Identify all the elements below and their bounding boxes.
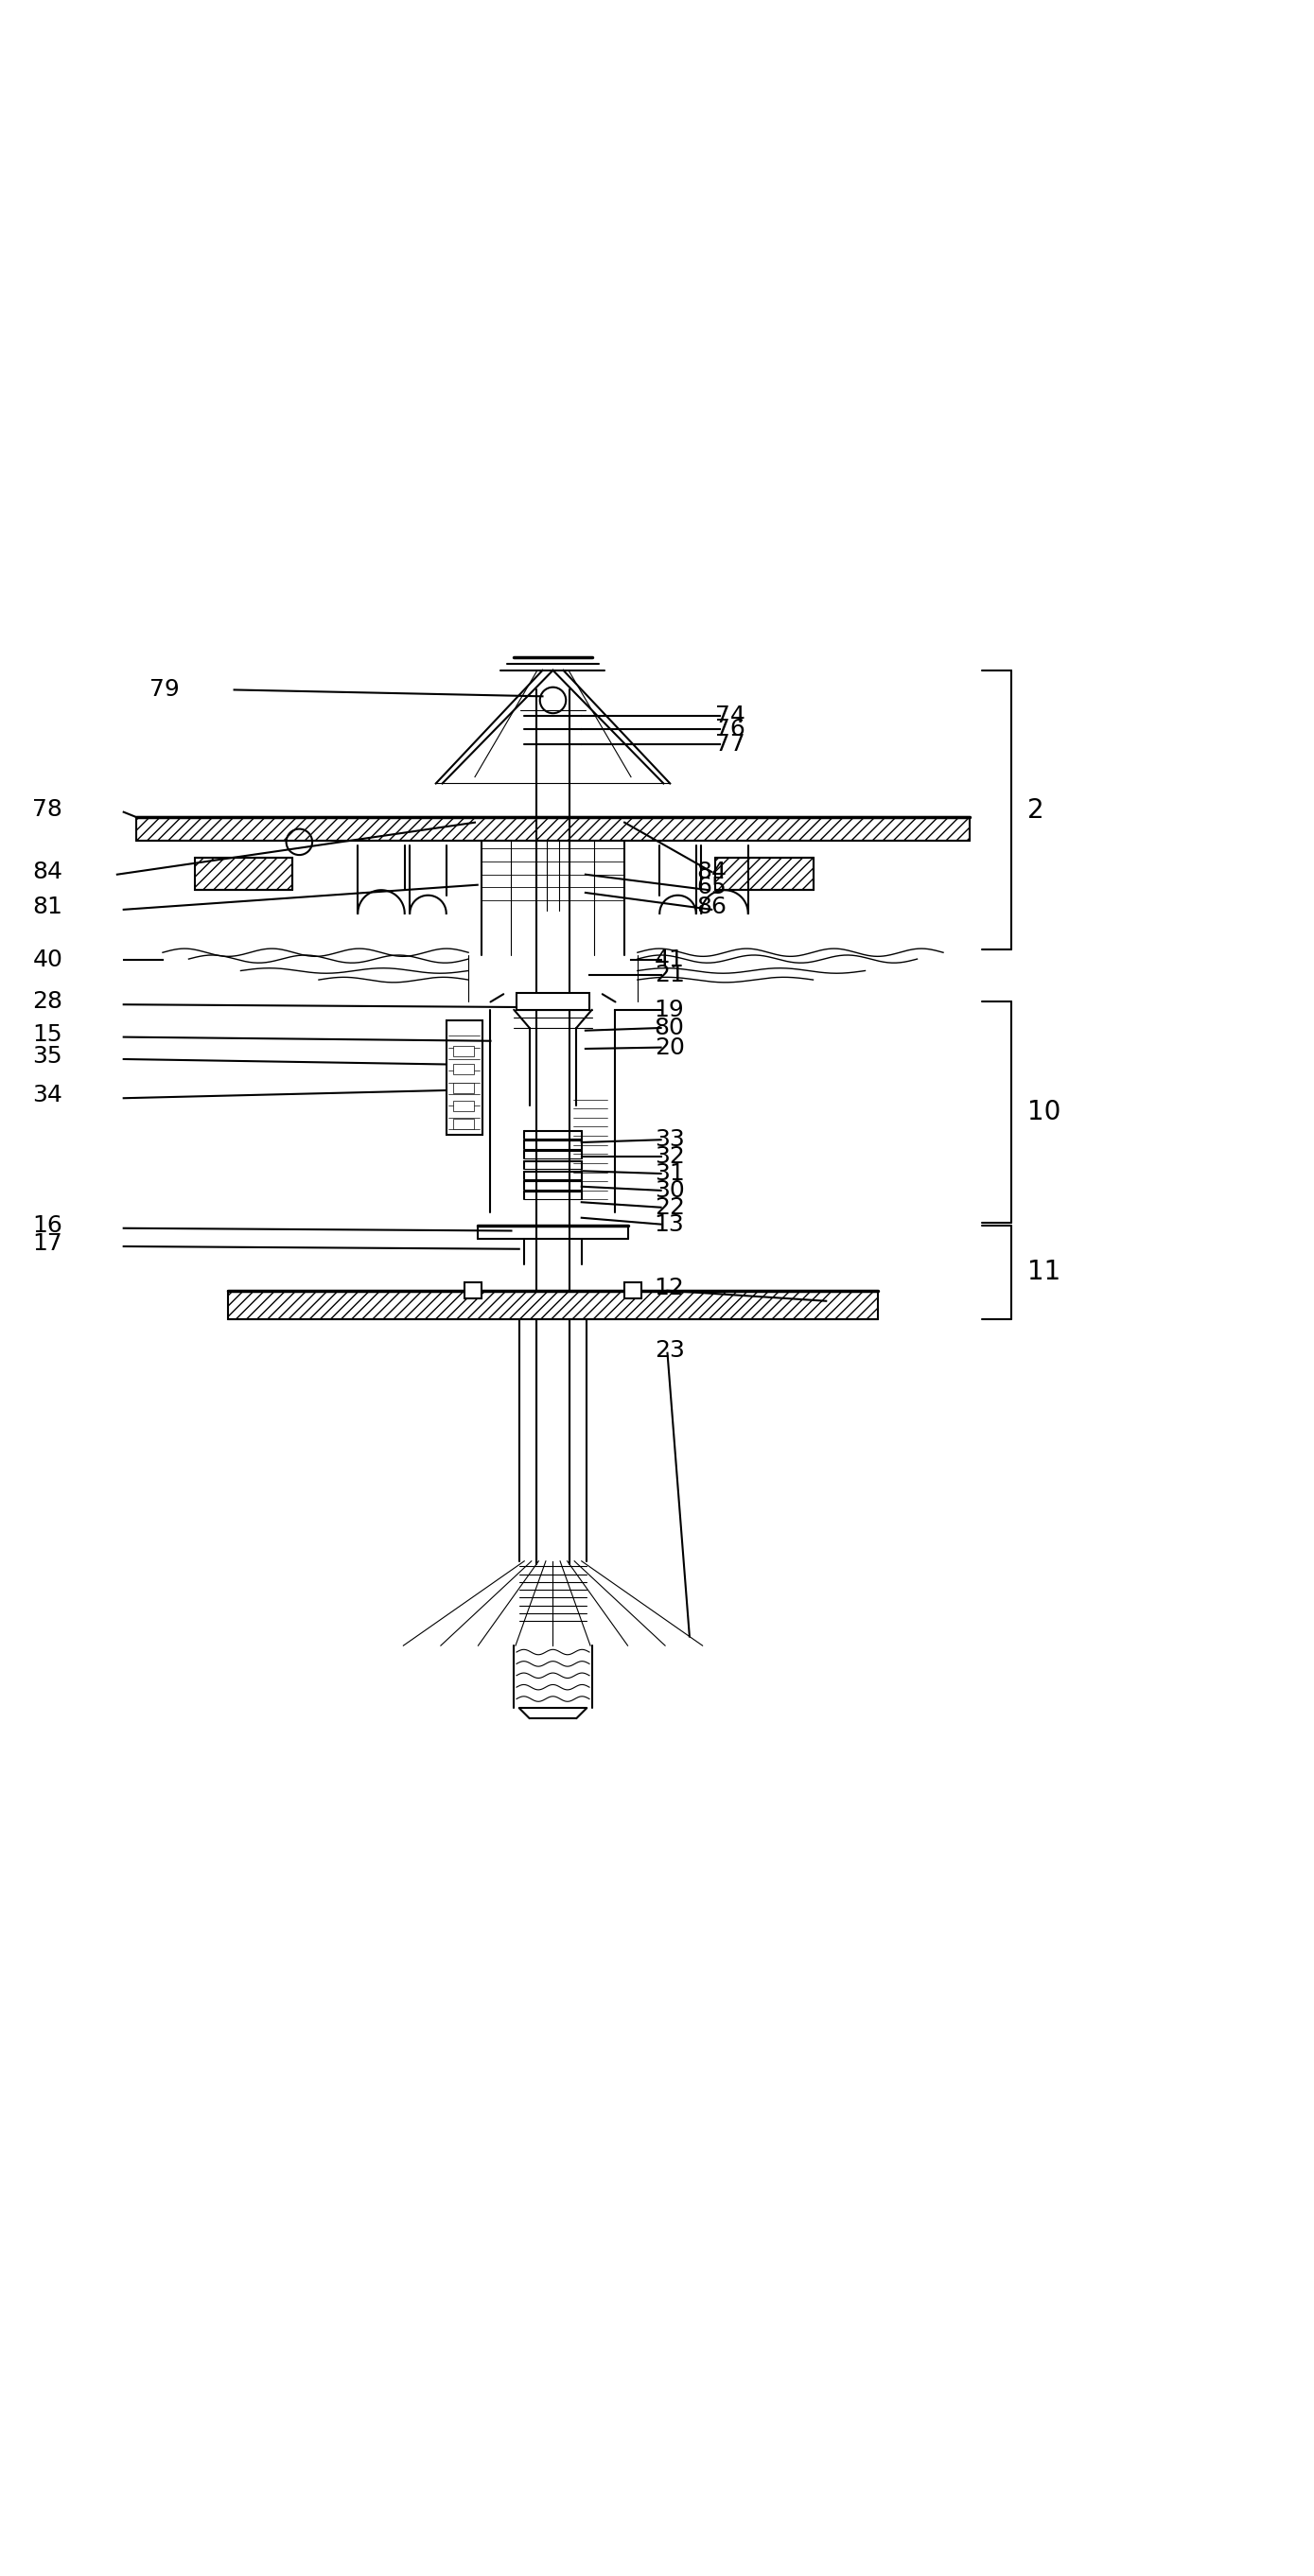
- Text: 84: 84: [696, 860, 727, 884]
- Text: 16: 16: [33, 1213, 63, 1236]
- Text: 10: 10: [1028, 1100, 1062, 1126]
- Text: 30: 30: [654, 1180, 685, 1203]
- Text: 17: 17: [33, 1231, 63, 1255]
- Text: 76: 76: [716, 719, 745, 739]
- Bar: [453, 1100, 473, 1110]
- Text: 33: 33: [654, 1128, 685, 1151]
- Bar: [227, 1291, 878, 1319]
- Text: 35: 35: [33, 1046, 63, 1069]
- Text: 78: 78: [33, 799, 63, 822]
- Text: 40: 40: [33, 948, 63, 971]
- Text: 79: 79: [150, 677, 180, 701]
- Bar: [196, 858, 293, 891]
- Text: 86: 86: [696, 896, 727, 917]
- Bar: [624, 1283, 641, 1298]
- Bar: [516, 992, 590, 1010]
- Text: 11: 11: [1028, 1260, 1062, 1285]
- Text: 34: 34: [33, 1084, 63, 1108]
- Text: 32: 32: [654, 1146, 685, 1167]
- Bar: [137, 817, 970, 840]
- Bar: [447, 1020, 482, 1133]
- Text: 22: 22: [654, 1195, 685, 1218]
- Text: 80: 80: [654, 1018, 685, 1038]
- Text: 28: 28: [33, 992, 63, 1012]
- Text: 19: 19: [654, 999, 685, 1020]
- Text: 15: 15: [33, 1023, 63, 1046]
- Bar: [453, 1046, 473, 1056]
- Text: 81: 81: [33, 896, 63, 917]
- Text: 65: 65: [696, 876, 727, 899]
- Text: 31: 31: [654, 1162, 685, 1185]
- Bar: [453, 1118, 473, 1128]
- Text: 77: 77: [716, 734, 745, 755]
- Text: 41: 41: [654, 948, 685, 971]
- Text: 2: 2: [1028, 796, 1045, 824]
- Text: 84: 84: [33, 860, 63, 884]
- Bar: [453, 1064, 473, 1074]
- Bar: [464, 1283, 481, 1298]
- Text: 13: 13: [654, 1213, 685, 1236]
- Text: 23: 23: [654, 1340, 685, 1363]
- Text: 74: 74: [716, 703, 745, 726]
- Text: 12: 12: [654, 1278, 685, 1298]
- Bar: [453, 1082, 473, 1092]
- Text: 21: 21: [654, 963, 685, 987]
- Bar: [716, 858, 813, 891]
- Text: 20: 20: [654, 1036, 685, 1059]
